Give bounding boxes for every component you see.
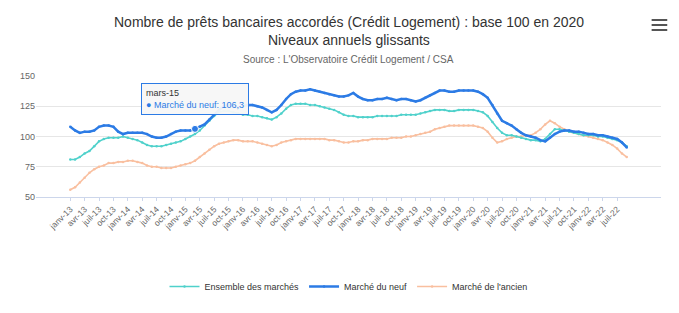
svg-text:oct-19: oct-19 [439,204,463,228]
svg-text:janv-13: janv-13 [47,204,75,232]
svg-text:juil-13: juil-13 [80,204,104,228]
svg-text:avr-14: avr-14 [123,204,147,228]
svg-text:janv-17: janv-17 [277,204,305,232]
svg-text:avr-17: avr-17 [295,204,319,228]
svg-text:avr-16: avr-16 [238,204,262,228]
svg-text:100: 100 [20,132,35,142]
svg-text:janv-22: janv-22 [565,204,593,232]
svg-text:Source : L'Observatoire Crédit: Source : L'Observatoire Crédit Logement … [243,54,454,65]
svg-text:oct-17: oct-17 [324,204,348,228]
svg-text:juil-15: juil-15 [195,204,219,228]
svg-text:oct-15: oct-15 [209,204,233,228]
svg-text:janv-19: janv-19 [393,204,421,232]
svg-text:Niveaux annuels glissants: Niveaux annuels glissants [268,32,430,48]
svg-text:juil-19: juil-19 [425,204,449,228]
svg-text:juil-21: juil-21 [540,204,564,228]
svg-text:avr-13: avr-13 [65,204,89,228]
svg-text:125: 125 [20,101,35,111]
svg-text:juil-14: juil-14 [137,204,161,228]
svg-text:juil-22: juil-22 [598,204,622,228]
svg-text:50: 50 [25,192,35,202]
svg-text:Marché du neuf: Marché du neuf [344,282,407,292]
svg-text:Nombre de prêts bancaires acco: Nombre de prêts bancaires accordés (Créd… [114,14,584,30]
svg-text:oct-21: oct-21 [555,204,579,228]
svg-text:oct-20: oct-20 [497,204,521,228]
svg-text:oct-16: oct-16 [267,204,291,228]
svg-text:avr-15: avr-15 [180,204,204,228]
svg-text:janv-20: janv-20 [450,204,478,232]
svg-text:avr-19: avr-19 [410,204,434,228]
svg-text:janv-15: janv-15 [162,204,190,232]
svg-text:oct-18: oct-18 [382,204,406,228]
svg-text:janv-16: janv-16 [220,204,248,232]
svg-text:janv-21: janv-21 [508,204,536,232]
svg-text:juil-18: juil-18 [367,204,391,228]
svg-text:juil-20: juil-20 [483,204,507,228]
svg-text:Marché de l'ancien: Marché de l'ancien [452,282,527,292]
svg-text:avr-20: avr-20 [468,204,492,228]
svg-text:150: 150 [20,71,35,81]
svg-text:janv-18: janv-18 [335,204,363,232]
svg-text:oct-14: oct-14 [152,204,176,228]
svg-text:mars-15● Marché du neuf: 106,3: mars-15● Marché du neuf: 106,3 [146,88,244,110]
svg-text:janv-14: janv-14 [105,204,133,232]
svg-text:juil-17: juil-17 [310,204,334,228]
svg-text:oct-13: oct-13 [94,204,118,228]
svg-text:avr-21: avr-21 [526,204,550,228]
svg-text:avr-22: avr-22 [583,204,607,228]
svg-text:Ensemble des marchés: Ensemble des marchés [205,282,300,292]
svg-text:juil-16: juil-16 [252,204,276,228]
svg-text:avr-18: avr-18 [353,204,377,228]
svg-text:75: 75 [25,162,35,172]
